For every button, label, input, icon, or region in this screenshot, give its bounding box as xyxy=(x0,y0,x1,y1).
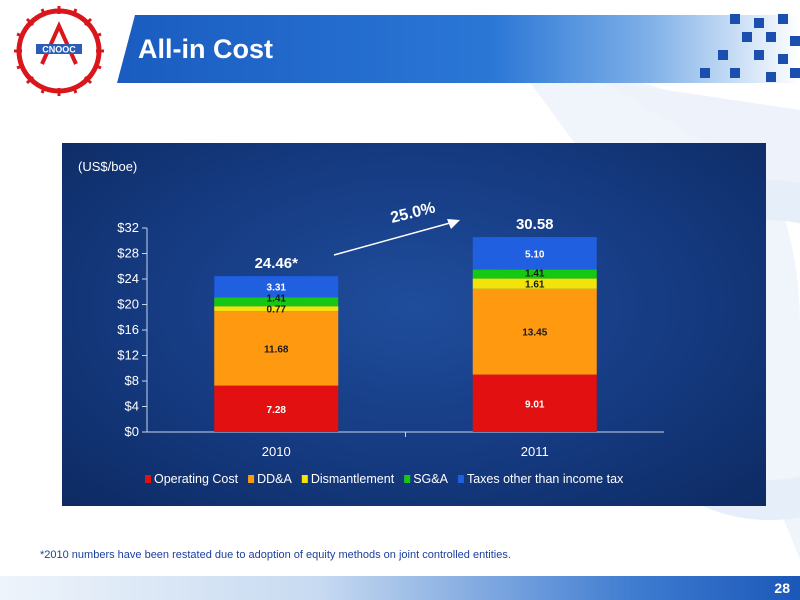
y-tick-label: $16 xyxy=(117,322,139,337)
data-label-3: 1.41 xyxy=(267,294,287,305)
data-label-1: 13.45 xyxy=(522,328,547,339)
title-bar xyxy=(117,15,800,83)
company-logo: CNOOC xyxy=(14,6,104,96)
growth-label: 25.0% xyxy=(389,199,437,226)
data-label-3: 1.41 xyxy=(525,269,545,280)
data-label-4: 5.10 xyxy=(525,249,545,260)
legend-item-1: DD&A xyxy=(248,472,292,486)
total-label: 30.58 xyxy=(516,216,554,233)
legend-swatch xyxy=(301,475,308,483)
bar-segment-0 xyxy=(472,374,597,432)
x-tick-label: 2010 xyxy=(262,444,291,459)
legend-item-4: Taxes other than income tax xyxy=(457,472,624,486)
legend-label: DD&A xyxy=(257,472,292,486)
pixel-decoration xyxy=(700,14,800,82)
y-tick-label: $32 xyxy=(117,220,139,235)
data-label-2: 1.61 xyxy=(525,280,545,291)
bar-segment-3 xyxy=(214,297,339,307)
data-label-2: 0.77 xyxy=(267,305,287,316)
y-tick-label: $20 xyxy=(117,297,139,312)
legend-item-0: Operating Cost xyxy=(145,472,239,486)
legend-swatch xyxy=(145,475,151,483)
footnote: *2010 numbers have been restated due to … xyxy=(40,549,511,561)
legend-swatch xyxy=(404,475,411,483)
bar-segment-1 xyxy=(214,311,339,386)
legend-item-2: Dismantlement xyxy=(301,472,395,486)
chart-panel: (US$/boe) $0 $4 $8 $12 $16 $20 $24 $28 $32 2010 7… xyxy=(62,143,766,506)
bar-segment-4 xyxy=(214,276,339,298)
y-tick-label: $24 xyxy=(117,271,139,286)
chart-legend: Operating Cost DD&A Dismantlement SG&A Taxes… xyxy=(145,472,624,486)
data-label-1: 11.68 xyxy=(264,344,289,355)
y-tick-label: $0 xyxy=(125,424,139,439)
svg-text:CNOOC: CNOOC xyxy=(42,45,76,55)
bar-segment-4 xyxy=(472,237,597,270)
data-label-4: 3.31 xyxy=(267,283,287,294)
x-tick-label: 2011 xyxy=(521,444,549,459)
page-number: 28 xyxy=(774,580,790,596)
bar-segment-2 xyxy=(472,278,597,289)
y-tick-label: $28 xyxy=(117,246,139,261)
legend-swatch xyxy=(457,475,464,483)
legend-label: SG&A xyxy=(413,472,448,486)
legend-item-3: SG&A xyxy=(404,472,449,486)
growth-annotation: 25.0% xyxy=(333,199,460,256)
data-label-0: 9.01 xyxy=(525,399,545,410)
bar-segment-2 xyxy=(214,306,339,312)
bar-segment-1 xyxy=(472,288,597,375)
bar-segment-0 xyxy=(214,385,339,432)
unit-label: (US$/boe) xyxy=(78,159,137,174)
bar-segment-3 xyxy=(472,269,597,279)
y-tick-label: $8 xyxy=(125,373,139,388)
legend-label: Dismantlement xyxy=(311,472,395,486)
y-tick-label: $12 xyxy=(117,348,139,363)
stacked-bar-chart: (US$/boe) $0 $4 $8 $12 $16 $20 $24 $28 $32 2010 7… xyxy=(78,159,664,486)
y-tick-label: $4 xyxy=(125,399,139,414)
page-title: All-in Cost xyxy=(138,34,273,64)
total-label: 24.46* xyxy=(255,255,299,272)
legend-label: Operating Cost xyxy=(154,472,239,486)
legend-label: Taxes other than income tax xyxy=(467,472,624,486)
legend-swatch xyxy=(248,475,255,483)
data-label-0: 7.28 xyxy=(267,405,287,416)
footer-bar xyxy=(0,576,800,600)
